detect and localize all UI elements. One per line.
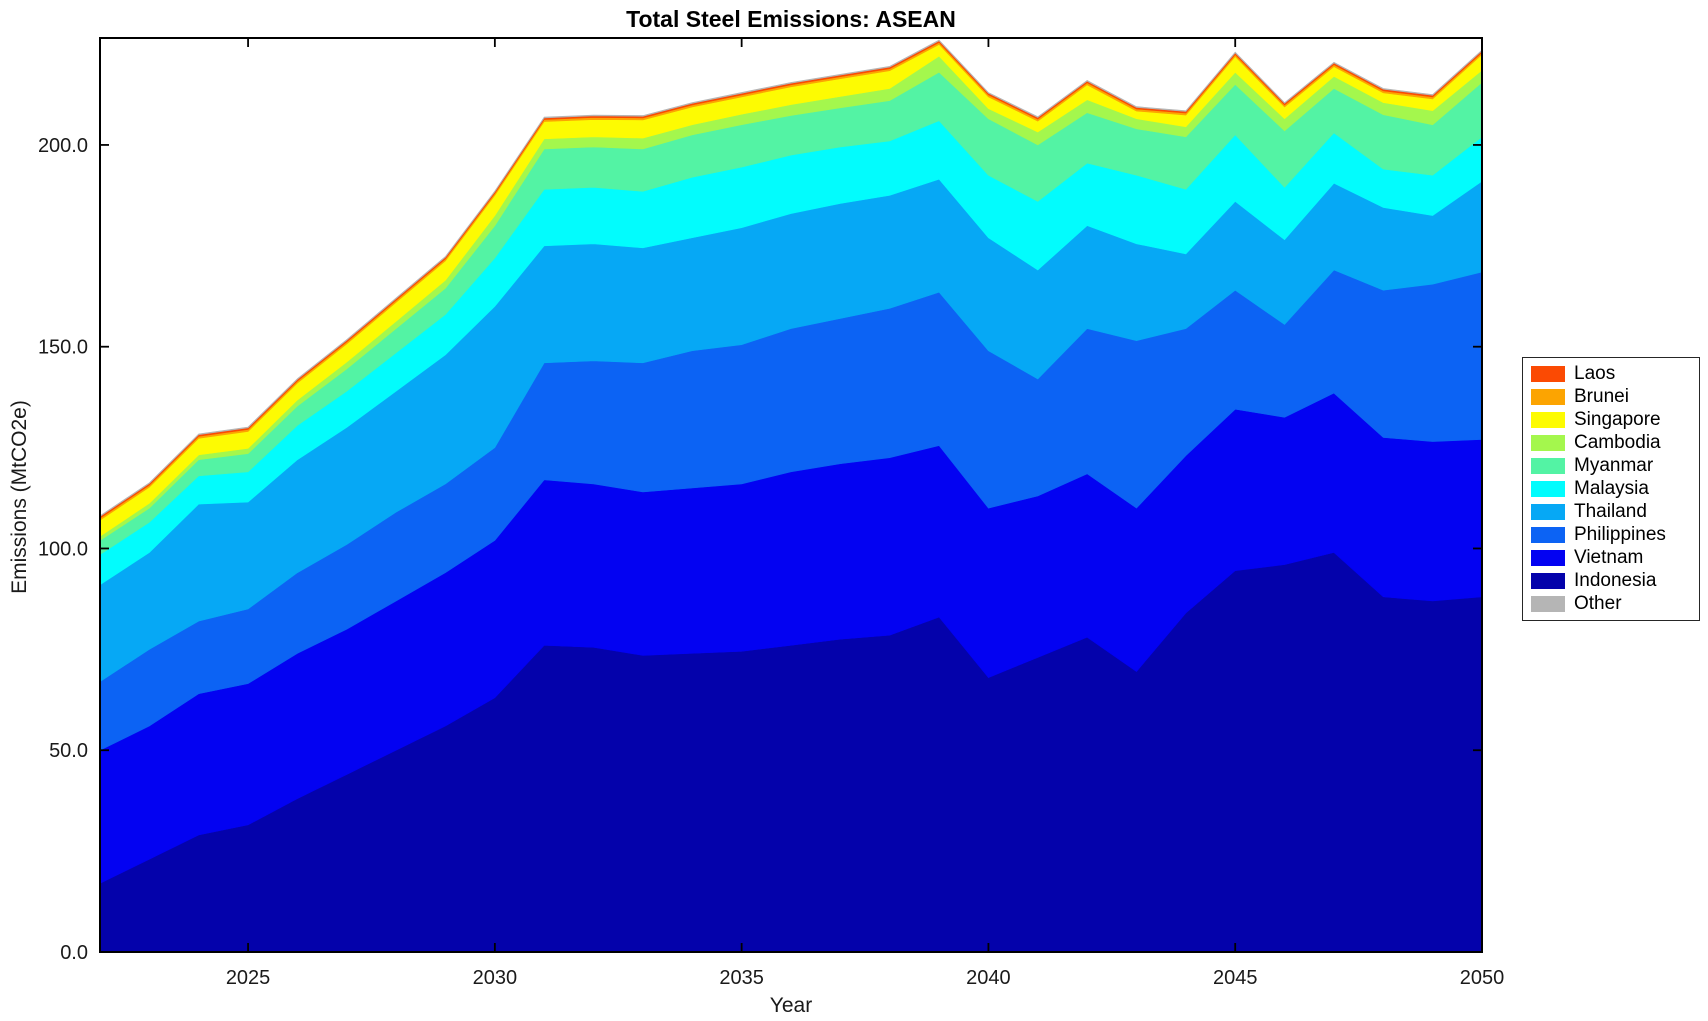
x-tick-label: 2050: [1460, 967, 1505, 989]
legend-item-cambodia: Cambodia: [1531, 432, 1699, 453]
legend-swatch-myanmar: [1531, 457, 1565, 474]
legend-label: Vietnam: [1574, 547, 1644, 569]
legend-item-other: Other: [1531, 593, 1699, 615]
legend-box: Laos Brunei Singapore Cambodia Myanmar Malays…: [1522, 357, 1700, 621]
legend-swatch-vietnam: [1531, 550, 1565, 567]
legend-swatch-brunei: [1531, 388, 1565, 405]
legend-label: Myanmar: [1574, 454, 1654, 476]
legend-item-malaysia: Malaysia: [1531, 478, 1699, 499]
legend-item-myanmar: Myanmar: [1531, 455, 1699, 476]
chart-title: Total Steel Emissions: ASEAN: [626, 6, 956, 32]
legend-label: Malaysia: [1574, 477, 1649, 499]
legend-swatch-singapore: [1531, 411, 1565, 428]
legend-swatch-laos: [1531, 365, 1565, 382]
legend-item-laos: Laos: [1531, 363, 1699, 384]
legend-label: Cambodia: [1574, 431, 1661, 453]
legend-swatch-indonesia: [1531, 573, 1565, 590]
legend-item-singapore: Singapore: [1531, 409, 1699, 430]
legend-swatch-thailand: [1531, 504, 1565, 520]
x-tick-label: 2030: [473, 967, 518, 989]
x-tick-label: 2035: [719, 967, 764, 989]
x-tick-label: 2025: [226, 967, 271, 989]
legend-item-philippines: Philippines: [1531, 524, 1699, 546]
legend-label: Thailand: [1574, 501, 1647, 522]
legend-label: Other: [1574, 593, 1622, 615]
x-tick-label: 2045: [1213, 967, 1258, 989]
legend-swatch-malaysia: [1531, 480, 1565, 497]
legend-swatch-other: [1531, 596, 1565, 613]
y-tick-label: 0.0: [60, 942, 88, 964]
x-tick-label: 2040: [966, 967, 1011, 989]
legend-item-vietnam: Vietnam: [1531, 547, 1699, 569]
y-tick-label: 50.0: [49, 740, 88, 762]
legend-label: Laos: [1574, 362, 1616, 384]
legend-label: Brunei: [1574, 385, 1629, 407]
y-tick-label: 150.0: [38, 337, 88, 359]
legend-swatch-philippines: [1531, 527, 1565, 544]
y-tick-label: 200.0: [38, 135, 88, 157]
plot-border: [99, 37, 1483, 953]
legend-label: Indonesia: [1574, 570, 1657, 592]
legend-swatch-cambodia: [1531, 434, 1565, 451]
legend-item-brunei: Brunei: [1531, 386, 1699, 407]
x-axis-label: Year: [769, 994, 813, 1017]
legend-label: Singapore: [1574, 408, 1661, 430]
y-axis-label: Emissions (MtCO2e): [8, 400, 31, 594]
legend-item-thailand: Thailand: [1531, 501, 1699, 523]
legend-item-indonesia: Indonesia: [1531, 570, 1699, 592]
legend-label: Philippines: [1574, 524, 1666, 546]
y-tick-label: 100.0: [38, 538, 88, 560]
